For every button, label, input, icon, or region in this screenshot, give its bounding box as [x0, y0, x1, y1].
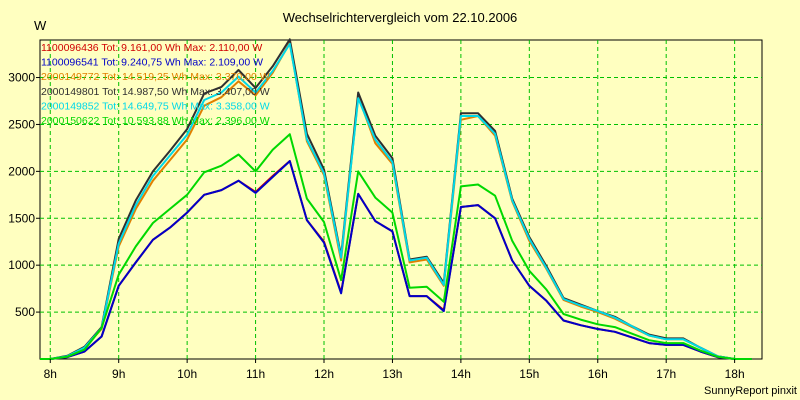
x-tick-label: 17h — [656, 367, 676, 381]
legend-entry-5: 2000149852 Tot: 14.649,75 Wh Max: 3.358,… — [41, 100, 270, 112]
legend-entry-4: 2000149801 Tot: 14.987,50 Wh Max: 3.407,… — [41, 86, 270, 98]
series-line-6 — [40, 133, 752, 360]
x-tick-label: 10h — [177, 367, 197, 381]
series-line-2 — [40, 160, 752, 360]
series-line-5 — [40, 42, 752, 360]
x-tick-label: 9h — [112, 367, 125, 381]
y-tick-label: 500 — [15, 305, 35, 319]
x-tick-label: 8h — [44, 367, 57, 381]
legend-entry-2: 1100096541 Tot: 9.240,75 Wh Max: 2.109,0… — [41, 57, 263, 69]
y-axis-unit-label: W — [34, 18, 47, 33]
y-tick-label: 2000 — [8, 164, 35, 178]
legend-entry-3: 2000149772 Tot: 14.519,25 Wh Max: 3.370,… — [41, 71, 270, 83]
legend-entry-1: 1100096436 Tot: 9.161,00 Wh Max: 2.110,0… — [41, 42, 262, 54]
legend-entry-6: 2000150622 Tot: 10.593,88 Wh Max: 2.396,… — [41, 115, 270, 127]
x-tick-label: 13h — [382, 367, 402, 381]
y-tick-label: 1000 — [8, 258, 35, 272]
x-tick-label: 16h — [588, 367, 608, 381]
x-tick-label: 14h — [451, 367, 471, 381]
y-tick-label: 1500 — [8, 211, 35, 225]
footer-credit: SunnyReport pinxit — [704, 385, 797, 397]
y-tick-label: 3000 — [8, 71, 35, 85]
x-tick-label: 11h — [246, 367, 265, 381]
series-lines — [40, 38, 752, 360]
axes: 8h 9h 10h 11h 12h 13h 14h 15h 16h 17h 18h 500 1000 15… — [8, 71, 744, 381]
x-tick-label: 18h — [725, 367, 745, 381]
plot-area — [39, 39, 763, 360]
y-tick-label: 2500 — [8, 117, 35, 131]
legend: 1100096436 Tot: 9.161,00 Wh Max: 2.110,0… — [41, 42, 270, 127]
chart-title: Wechselrichtervergleich vom 22.10.2006 — [283, 10, 518, 25]
x-tick-label: 12h — [314, 367, 334, 381]
x-tick-label: 15h — [519, 367, 539, 381]
